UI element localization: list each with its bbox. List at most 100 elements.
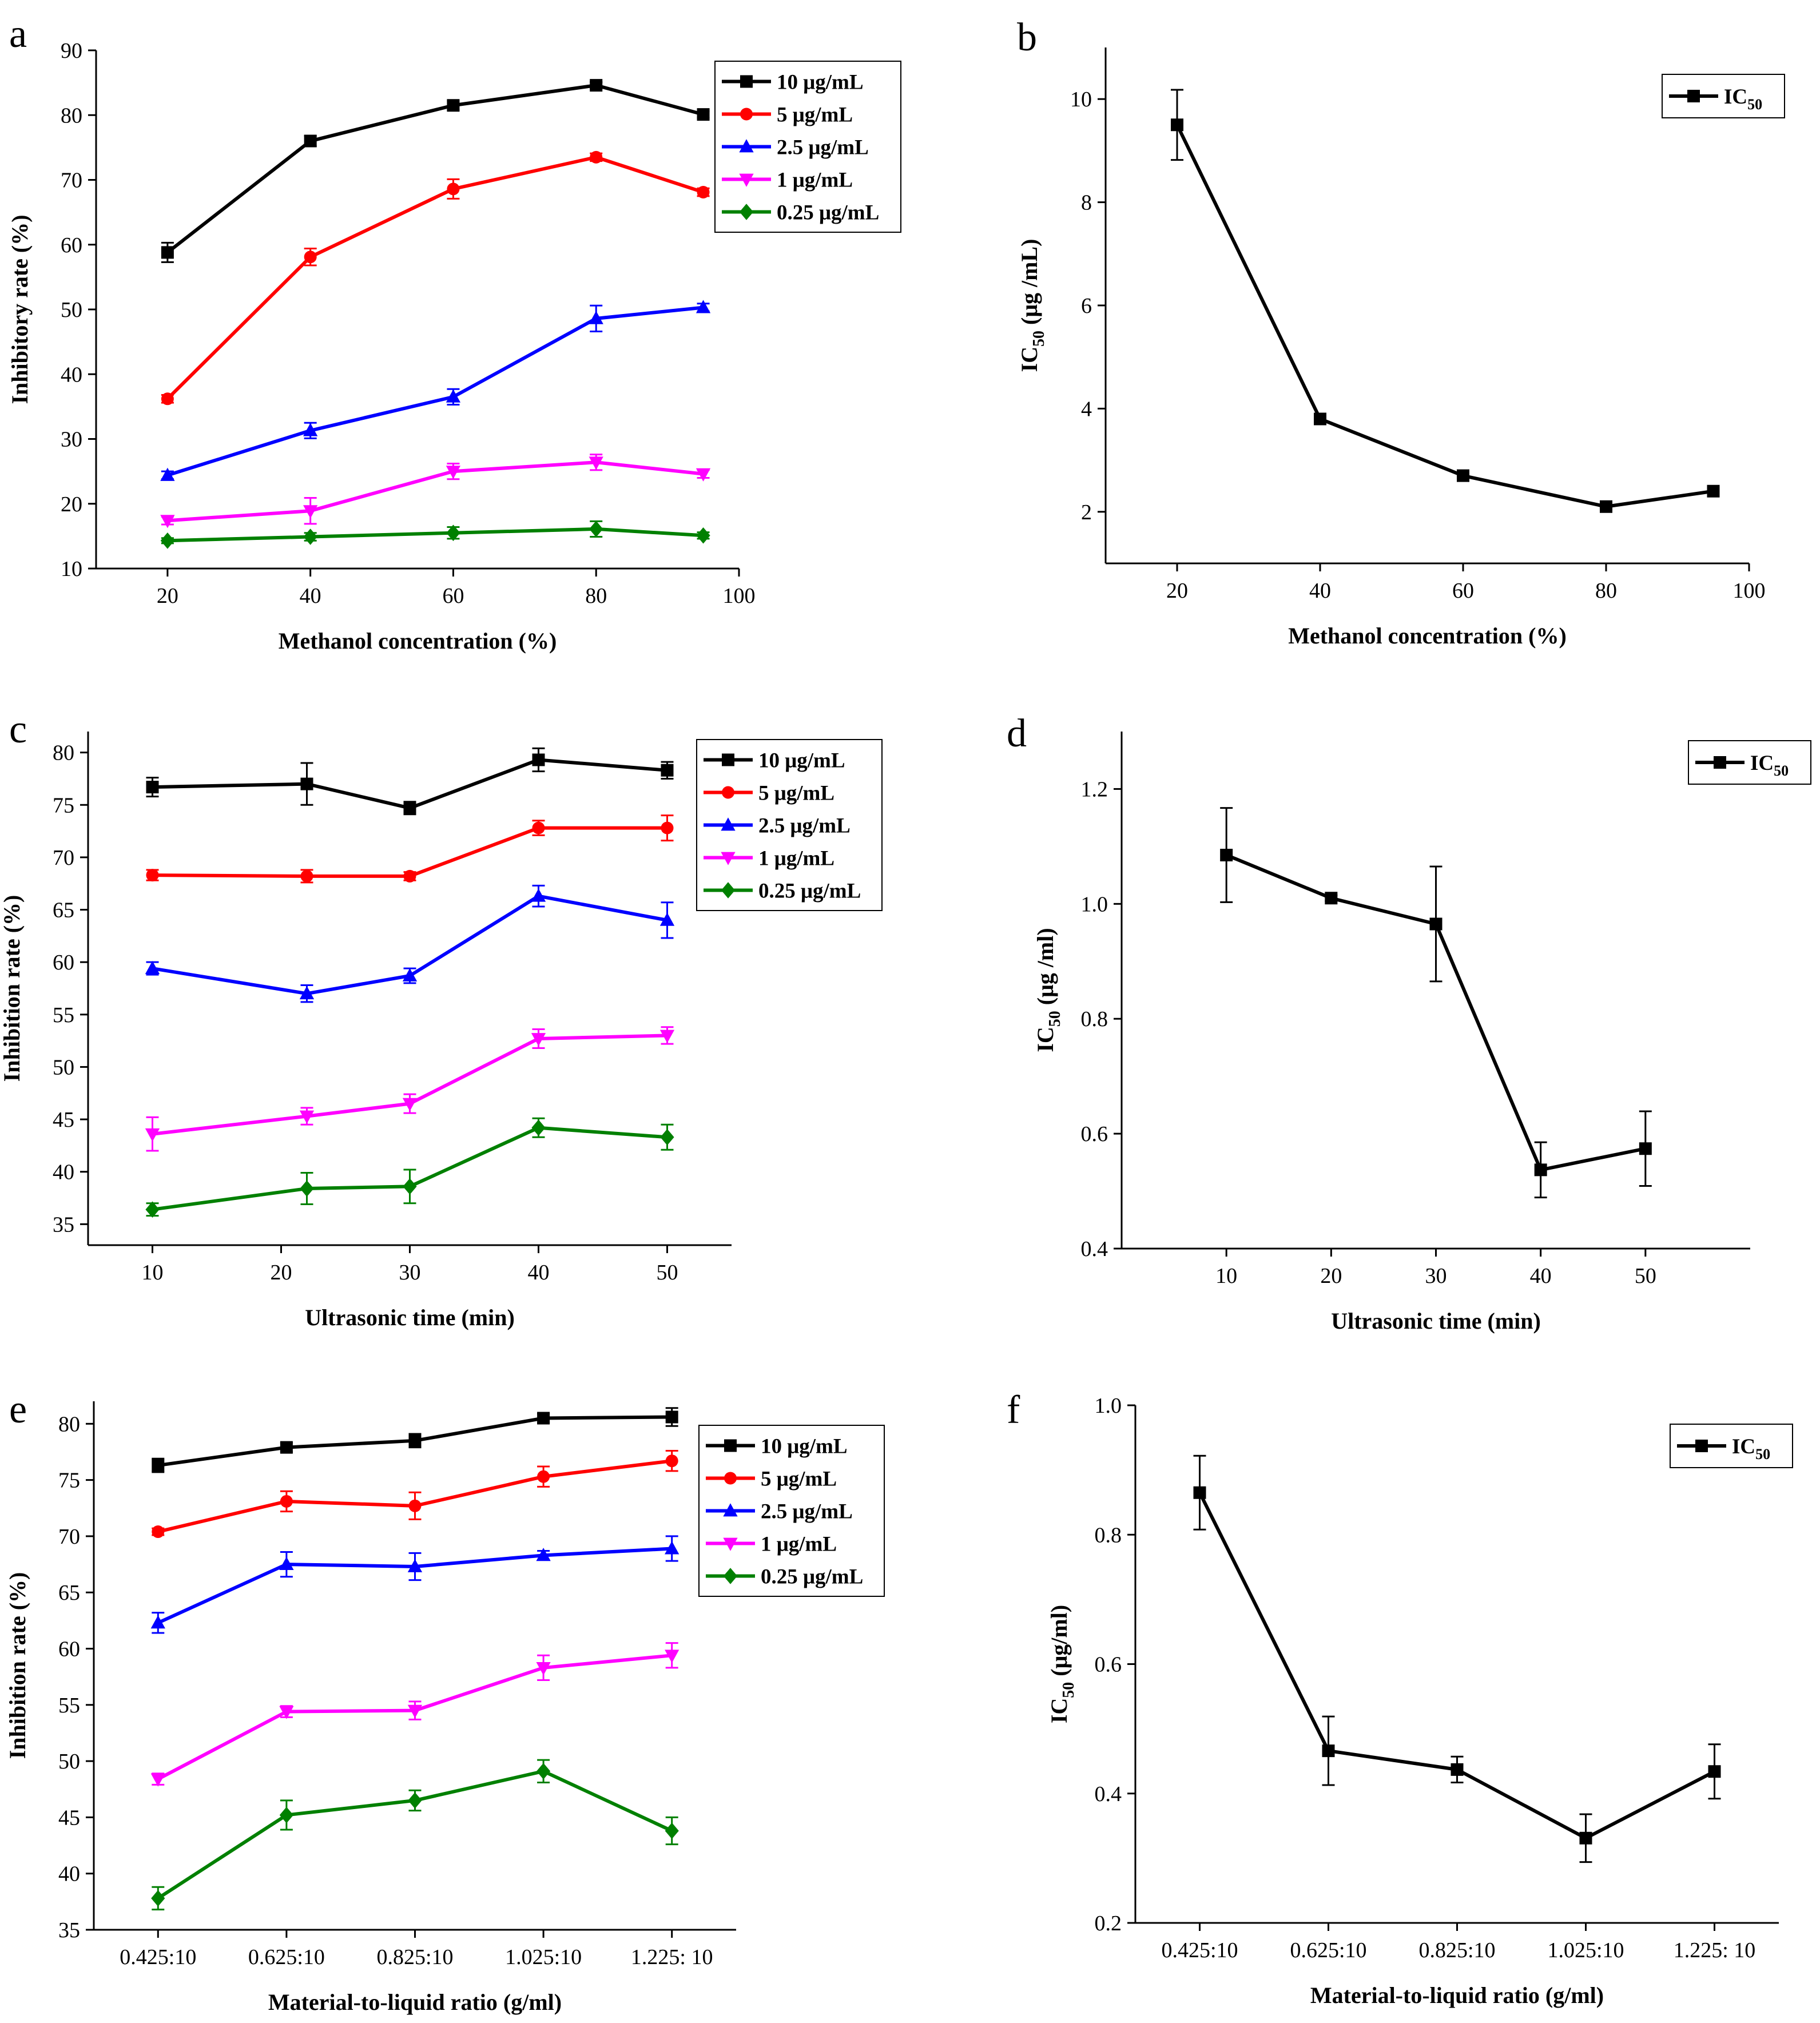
y-tick-label: 0.8 — [1081, 1007, 1108, 1031]
y-tick-label: 0.4 — [1081, 1237, 1108, 1261]
x-tick-label: 40 — [1530, 1264, 1552, 1288]
data-point — [279, 1556, 294, 1570]
legend-label: 2.5 μg/mL — [761, 1500, 853, 1524]
y-tick-label: 0.8 — [1095, 1523, 1122, 1547]
data-point — [537, 1412, 550, 1425]
series-ic50 — [1171, 89, 1720, 513]
y-tick-label: 8 — [1081, 191, 1092, 215]
y-tick-label: 80 — [58, 1412, 80, 1436]
y-tick-label: 60 — [58, 1638, 80, 1662]
legend-swatch-marker — [739, 139, 754, 153]
y-tick-label: 20 — [61, 492, 82, 516]
legend-swatch-marker — [722, 753, 734, 766]
y-tick-label: 0.2 — [1095, 1911, 1122, 1935]
legend-label: 1 μg/mL — [777, 169, 853, 192]
x-tick-label: 1.025:10 — [505, 1945, 582, 1969]
data-point — [665, 1410, 678, 1424]
data-point — [659, 1030, 675, 1043]
legend-label: 10 μg/mL — [758, 749, 845, 773]
data-point — [447, 182, 460, 196]
panel-label: a — [9, 12, 27, 56]
legend: IC50 — [1688, 740, 1811, 785]
data-point — [407, 1559, 423, 1572]
data-point — [402, 1098, 418, 1111]
panel-label: b — [1017, 15, 1037, 59]
legend: IC50 — [1670, 1424, 1793, 1468]
legend-swatch-marker — [739, 173, 754, 187]
data-point — [531, 888, 546, 902]
y-axis-title-main: IC — [1016, 347, 1042, 372]
data-point — [1451, 1763, 1464, 1776]
x-tick-label: 50 — [1635, 1264, 1656, 1288]
legend-label: 2.5 μg/mL — [758, 814, 851, 838]
data-point — [150, 1773, 165, 1787]
y-tick-label: 45 — [58, 1806, 80, 1830]
legend: 10 μg/mL 5 μg/mL 2.5 μg/mL 1 μg/mL 0.25 μg/m… — [714, 61, 901, 233]
data-point — [536, 1548, 551, 1561]
data-point — [696, 468, 711, 482]
legend-swatch-marker — [723, 1503, 738, 1517]
data-point — [160, 467, 175, 481]
data-point — [537, 1470, 550, 1483]
y-tick-label: 1.2 — [1081, 777, 1108, 801]
x-tick-label: 1.225: 10 — [1674, 1938, 1756, 1962]
x-tick-label: 20 — [271, 1261, 292, 1285]
legend-label: 5 μg/mL — [777, 104, 853, 127]
x-axis-title: Material-to-liquid ratio (g/ml) — [1310, 1982, 1604, 2008]
data-point — [403, 801, 416, 814]
series-conc-1 — [146, 814, 674, 884]
y-tick-label: 65 — [53, 899, 74, 923]
y-tick-label: 60 — [53, 951, 74, 975]
legend: IC50 — [1662, 74, 1785, 118]
legend-label: IC50 — [1750, 752, 1789, 779]
x-tick-label: 10 — [142, 1261, 164, 1285]
x-tick-label: 0.625:10 — [1290, 1938, 1366, 1962]
data-point — [300, 777, 313, 790]
chart-panel-e: e 0.425:10 0.625:10 0.825:10 1.025:10 1.225: … — [5, 1388, 885, 2015]
panel-label: d — [1007, 712, 1027, 756]
y-tick-label: 70 — [61, 169, 82, 193]
data-point — [696, 527, 710, 544]
data-point — [304, 251, 317, 264]
x-tick-label: 40 — [528, 1261, 550, 1285]
y-axis-title-sub: 50 — [1060, 1682, 1078, 1698]
y-tick-label: 70 — [53, 846, 74, 870]
x-axis-title: Material-to-liquid ratio (g/ml) — [268, 1989, 562, 2015]
legend: 10 μg/mL 5 μg/mL 2.5 μg/mL 1 μg/mL 0.25 μg/m… — [696, 739, 883, 911]
data-point — [1220, 848, 1233, 861]
data-point — [532, 821, 545, 834]
legend-swatch-marker — [724, 1439, 737, 1452]
series-line — [152, 758, 667, 810]
legend-label: 0.25 μg/mL — [761, 1565, 863, 1589]
data-point — [1193, 1486, 1206, 1499]
data-point — [1314, 412, 1326, 426]
legend-label: 1 μg/mL — [761, 1533, 837, 1556]
data-point — [589, 456, 603, 470]
x-tick-label: 30 — [1425, 1264, 1447, 1288]
x-tick-label: 80 — [585, 584, 607, 608]
legend-swatch-marker — [1714, 756, 1726, 769]
x-tick-label: 40 — [300, 584, 321, 608]
data-point — [1600, 500, 1612, 513]
y-tick-label: 80 — [61, 104, 82, 128]
y-tick-label: 2 — [1081, 500, 1092, 524]
legend-label: 5 μg/mL — [761, 1468, 837, 1491]
data-point — [1639, 1142, 1652, 1155]
data-point — [408, 1499, 422, 1512]
x-tick-label: 20 — [1320, 1264, 1342, 1288]
data-point — [161, 246, 174, 259]
chart-panel-d: d 10 20 30 40 50 0.4 0.6 0.8 1.0 1.2 Ultrasonic tim… — [1007, 712, 1811, 1334]
x-tick-label: 100 — [1733, 579, 1766, 603]
y-axis-title: Inhibitory rate (%) — [7, 214, 33, 404]
data-point — [408, 1792, 422, 1809]
data-point — [697, 186, 710, 199]
x-tick-label: 1.225: 10 — [631, 1945, 713, 1969]
legend-label-main: IC — [1750, 752, 1774, 775]
data-point — [152, 1459, 165, 1472]
data-point — [1579, 1831, 1592, 1845]
data-point — [532, 753, 545, 766]
data-point — [145, 1201, 160, 1218]
y-tick-label: 1.0 — [1081, 892, 1108, 916]
chart-panel-b: b 20 40 60 80 100 2 4 6 8 10 Methanol concentration… — [1016, 15, 1785, 649]
